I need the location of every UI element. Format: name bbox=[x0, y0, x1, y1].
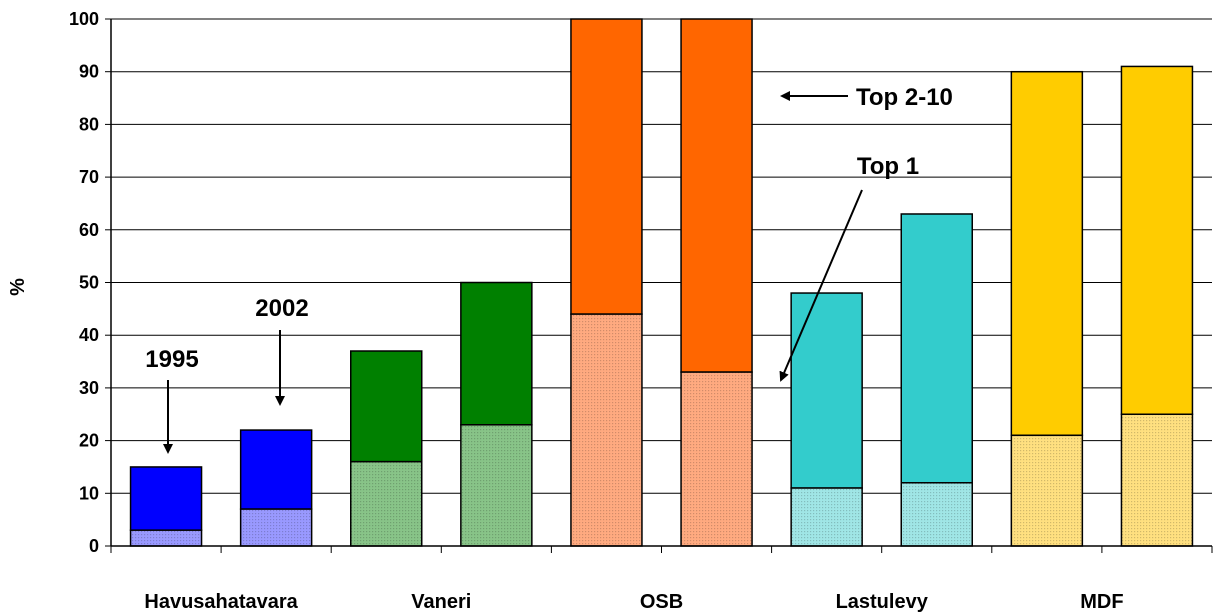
bar-top1-texture-mdf-1995 bbox=[1011, 435, 1083, 546]
annotation-2002: 2002 bbox=[255, 295, 308, 322]
y-tick-label-70: 70 bbox=[79, 167, 99, 187]
x-category-label-osb: OSB bbox=[640, 591, 683, 613]
bar-top1-texture-mdf-2002 bbox=[1121, 414, 1193, 546]
bar-top1-texture-lastulevy-2002 bbox=[901, 482, 973, 546]
bar-top2-10-osb-1995 bbox=[570, 18, 643, 315]
axes bbox=[105, 18, 1213, 553]
y-tick-label-100: 100 bbox=[69, 9, 99, 29]
annotation-top-2-10: Top 2-10 bbox=[856, 84, 953, 111]
arrow-top-1 bbox=[779, 189, 863, 382]
bars bbox=[129, 18, 1194, 547]
y-tick-label-20: 20 bbox=[79, 431, 99, 451]
x-category-label-havusahatavara: Havusahatavara bbox=[144, 591, 298, 613]
bar-top2-10-vaneri-1995 bbox=[350, 350, 423, 463]
y-tick-label-30: 30 bbox=[79, 378, 99, 398]
y-tick-label-10: 10 bbox=[79, 483, 99, 503]
bar-top1-texture-havusahatavara-1995 bbox=[130, 530, 202, 546]
annotations: 1995 2002 Top 2-10 Top 1 bbox=[145, 84, 953, 454]
y-tick-label-40: 40 bbox=[79, 325, 99, 345]
bar-top1-texture-osb-1995 bbox=[570, 314, 642, 546]
bar-top2-10-lastulevy-1995 bbox=[790, 292, 863, 489]
y-tick-label-80: 80 bbox=[79, 114, 99, 134]
x-category-label-mdf: MDF bbox=[1080, 591, 1123, 613]
y-tick-label-90: 90 bbox=[79, 62, 99, 82]
bar-top2-10-mdf-1995 bbox=[1010, 70, 1084, 437]
bar-top1-texture-vaneri-1995 bbox=[350, 461, 422, 546]
bar-top1-texture-havusahatavara-2002 bbox=[240, 509, 312, 546]
bar-top2-10-vaneri-2002 bbox=[460, 281, 533, 426]
annotation-1995: 1995 bbox=[145, 346, 198, 373]
bar-top1-texture-osb-2002 bbox=[681, 372, 753, 546]
bar-top2-10-lastulevy-2002 bbox=[900, 213, 973, 484]
bar-top2-10-havusahatavara-2002 bbox=[239, 429, 313, 510]
bar-top2-10-osb-2002 bbox=[680, 18, 753, 373]
x-category-label-lastulevy: Lastulevy bbox=[836, 591, 929, 613]
y-tick-label-0: 0 bbox=[89, 536, 99, 556]
y-axis-label: % bbox=[7, 278, 29, 296]
annotation-top-1: Top 1 bbox=[857, 153, 919, 180]
bar-top1-texture-vaneri-2002 bbox=[460, 424, 532, 546]
y-tick-label-60: 60 bbox=[79, 220, 99, 240]
bar-top2-10-mdf-2002 bbox=[1120, 65, 1194, 416]
x-category-label-vaneri: Vaneri bbox=[411, 591, 471, 613]
labels: 0 10 20 30 40 50 60 70 80 90 100 Havusahatavara Vane… bbox=[69, 9, 1124, 613]
y-tick-label-50: 50 bbox=[79, 273, 99, 293]
bar-top2-10-havusahatavara-1995 bbox=[129, 466, 203, 531]
bar-top1-texture-lastulevy-1995 bbox=[791, 488, 863, 546]
